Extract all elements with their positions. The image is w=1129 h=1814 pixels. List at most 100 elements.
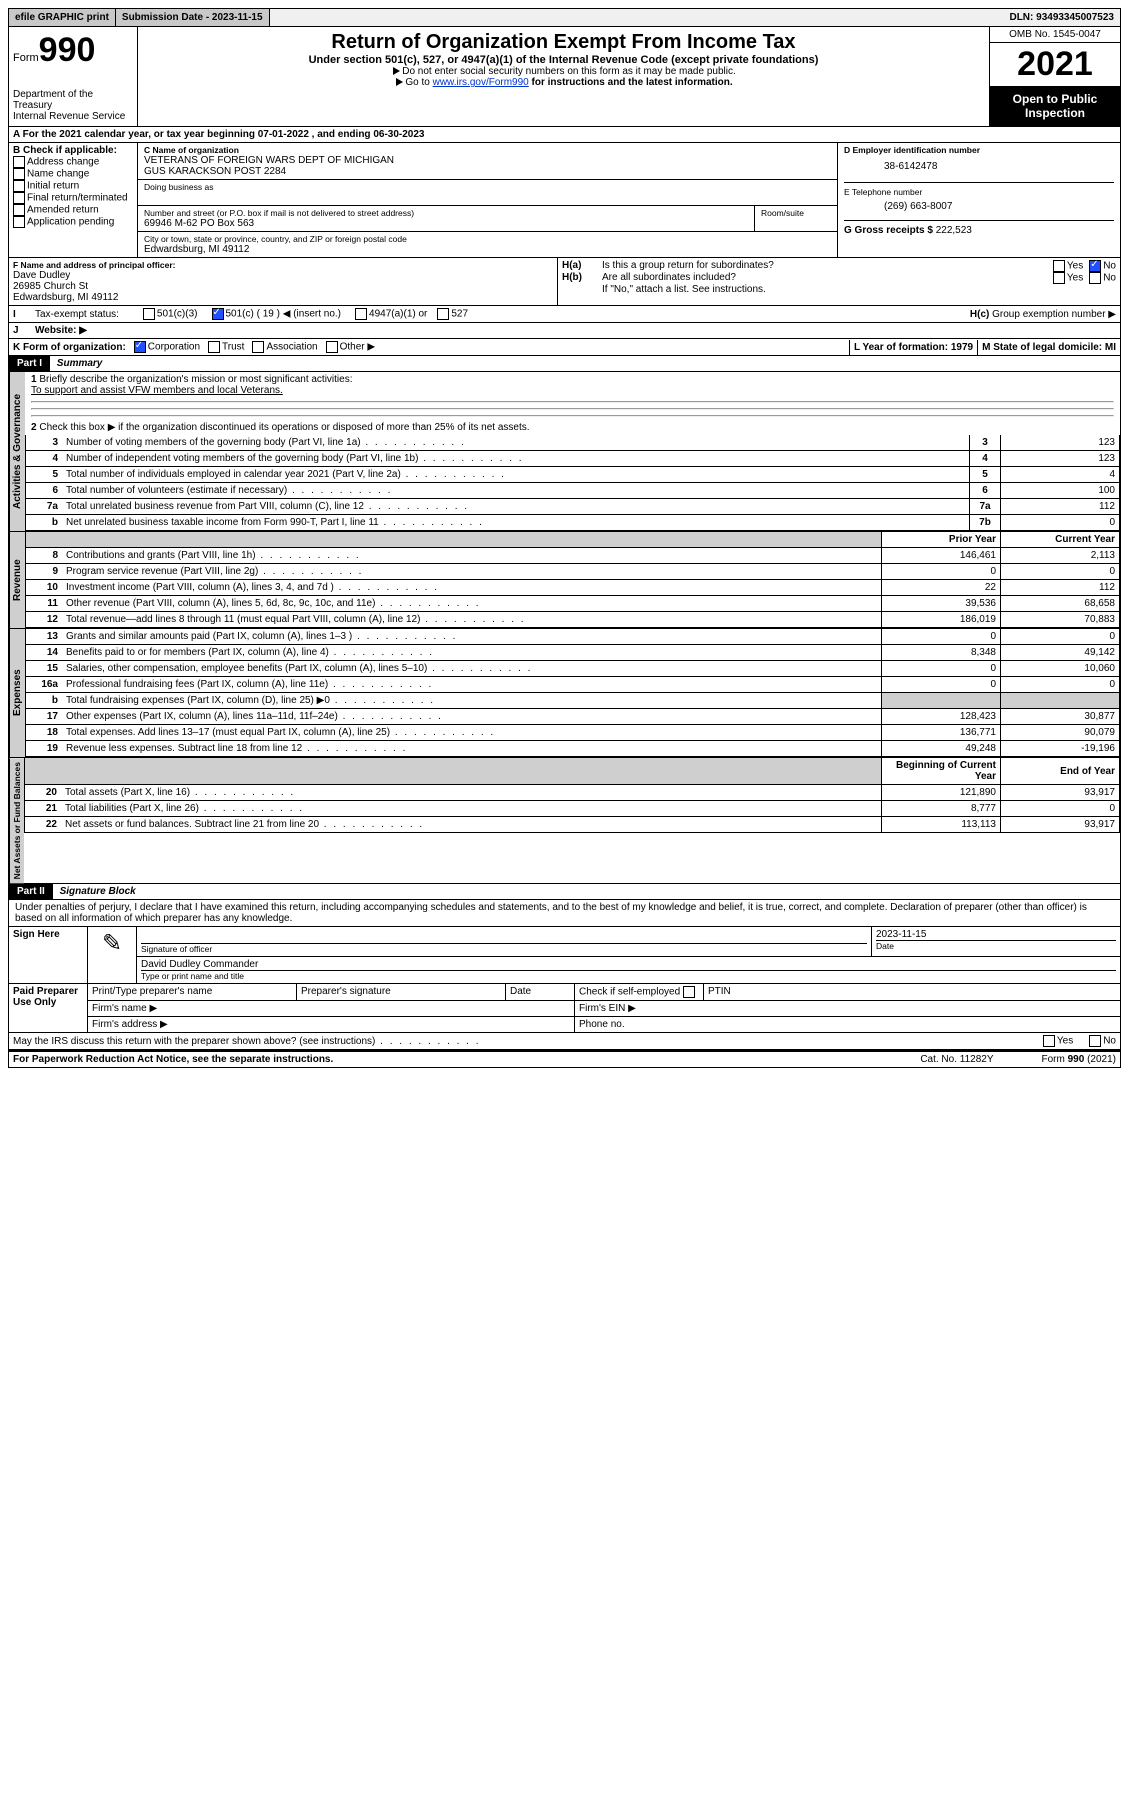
g-label: G Gross receipts $ bbox=[844, 225, 933, 236]
preparer-table: Paid Preparer Use Only Print/Type prepar… bbox=[8, 984, 1121, 1033]
officer-name: Dave Dudley bbox=[13, 270, 553, 281]
firm-name-label: Firm's name ▶ bbox=[88, 1001, 575, 1017]
d-label: D Employer identification number bbox=[844, 145, 1114, 155]
table-row: 4Number of independent voting members of… bbox=[26, 451, 1120, 467]
cb-4947[interactable]: 4947(a)(1) or bbox=[345, 306, 431, 322]
table-row: 15Salaries, other compensation, employee… bbox=[26, 661, 1120, 677]
efile-print-button[interactable]: efile GRAPHIC print bbox=[9, 9, 116, 26]
f-h-row: F Name and address of principal officer:… bbox=[8, 258, 1121, 306]
org-name: VETERANS OF FOREIGN WARS DEPT OF MICHIGA… bbox=[144, 155, 831, 166]
b-title: B Check if applicable: bbox=[13, 145, 133, 156]
form-header: Form990 Department of the Treasury Inter… bbox=[8, 27, 1121, 127]
table-row: bTotal fundraising expenses (Part IX, co… bbox=[26, 693, 1120, 709]
table-row: 7aTotal unrelated business revenue from … bbox=[26, 499, 1120, 515]
discuss-yes[interactable]: Yes bbox=[1039, 1033, 1077, 1049]
ha-yes[interactable]: Yes bbox=[1053, 260, 1083, 272]
form-note2: Go to www.irs.gov/Form990 for instructio… bbox=[144, 77, 983, 88]
discuss-row: May the IRS discuss this return with the… bbox=[8, 1033, 1121, 1050]
c-label: C Name of organization bbox=[144, 145, 831, 155]
table-row: 13Grants and similar amounts paid (Part … bbox=[26, 629, 1120, 645]
j-label: Website: ▶ bbox=[31, 323, 91, 338]
i-row: I Tax-exempt status: 501(c)(3) 501(c) ( … bbox=[8, 306, 1121, 323]
cb-assoc[interactable]: Association bbox=[248, 339, 321, 355]
form-note1: Do not enter social security numbers on … bbox=[144, 66, 983, 77]
form-number: Form990 bbox=[13, 31, 133, 70]
col-current: Current Year bbox=[1001, 532, 1120, 548]
paid-preparer-label: Paid Preparer Use Only bbox=[9, 984, 88, 1033]
table-row: 6Total number of volunteers (estimate if… bbox=[26, 483, 1120, 499]
signature-table: Sign Here ✎ Signature of officer 2023-11… bbox=[8, 927, 1121, 984]
cb-name-change[interactable]: Name change bbox=[13, 168, 133, 180]
sign-here-label: Sign Here bbox=[9, 927, 88, 984]
table-row: 18Total expenses. Add lines 13–17 (must … bbox=[26, 725, 1120, 741]
table-row: 9Program service revenue (Part VIII, lin… bbox=[26, 564, 1120, 580]
room-label: Room/suite bbox=[761, 208, 831, 218]
cb-amended-return[interactable]: Amended return bbox=[13, 204, 133, 216]
klm-row: K Form of organization: Corporation Trus… bbox=[8, 339, 1121, 356]
gross-receipts: 222,523 bbox=[936, 225, 972, 236]
col-prior: Prior Year bbox=[882, 532, 1001, 548]
cb-trust[interactable]: Trust bbox=[204, 339, 248, 355]
cb-final-return[interactable]: Final return/terminated bbox=[13, 192, 133, 204]
table-row: bNet unrelated business taxable income f… bbox=[26, 515, 1120, 531]
discuss-no[interactable]: No bbox=[1085, 1033, 1120, 1049]
form-version: Form 990 (2021) bbox=[1038, 1052, 1120, 1067]
ha-no[interactable]: No bbox=[1089, 260, 1116, 272]
hb-yes[interactable]: Yes bbox=[1053, 272, 1083, 284]
identity-block: B Check if applicable: Address change Na… bbox=[8, 143, 1121, 258]
table-row: 19Revenue less expenses. Subtract line 1… bbox=[26, 741, 1120, 757]
cb-initial-return[interactable]: Initial return bbox=[13, 180, 133, 192]
cb-application-pending[interactable]: Application pending bbox=[13, 216, 133, 228]
printed-name: David Dudley Commander bbox=[141, 959, 1116, 970]
sig-date-value: 2023-11-15 bbox=[876, 929, 1116, 940]
f-label: F Name and address of principal officer: bbox=[13, 260, 553, 270]
table-row: 14Benefits paid to or for members (Part … bbox=[26, 645, 1120, 661]
table-row: 11Other revenue (Part VIII, column (A), … bbox=[26, 596, 1120, 612]
prep-sig-label: Preparer's signature bbox=[297, 984, 506, 1001]
cb-address-change[interactable]: Address change bbox=[13, 156, 133, 168]
discuss-text: May the IRS discuss this return with the… bbox=[9, 1034, 1039, 1049]
officer-street: 26985 Church St bbox=[13, 281, 553, 292]
phone-value: (269) 663-8007 bbox=[844, 197, 1114, 220]
table-row: 10Investment income (Part VIII, column (… bbox=[26, 580, 1120, 596]
cb-527[interactable]: 527 bbox=[431, 306, 472, 322]
firm-phone-label: Phone no. bbox=[575, 1017, 1121, 1033]
hc-text: Group exemption number ▶ bbox=[992, 309, 1116, 320]
cb-501c[interactable]: 501(c) ( 19 ) ◀ (insert no.) bbox=[202, 306, 346, 322]
netassets-table: Beginning of Current YearEnd of Year 20T… bbox=[24, 758, 1120, 833]
ha-text: Is this a group return for subordinates? bbox=[602, 260, 1053, 272]
city-value: Edwardsburg, MI 49112 bbox=[144, 244, 831, 255]
submission-date-button[interactable]: Submission Date - 2023-11-15 bbox=[116, 9, 270, 26]
k-label: K Form of organization: bbox=[9, 340, 130, 355]
hb-text: Are all subordinates included? bbox=[602, 272, 1053, 284]
revenue-table: Prior YearCurrent Year 8Contributions an… bbox=[25, 532, 1120, 628]
irs-link[interactable]: www.irs.gov/Form990 bbox=[433, 77, 529, 88]
hb-no[interactable]: No bbox=[1089, 272, 1116, 284]
e-label: E Telephone number bbox=[844, 187, 1114, 197]
open-to-public: Open to Public Inspection bbox=[990, 86, 1120, 126]
part1-header: Part I Summary bbox=[8, 356, 1121, 372]
ein-value: 38-6142478 bbox=[844, 155, 1114, 182]
firm-ein-label: Firm's EIN ▶ bbox=[575, 1001, 1121, 1017]
vtab-revenue: Revenue bbox=[9, 532, 25, 628]
firm-addr-label: Firm's address ▶ bbox=[88, 1017, 575, 1033]
vtab-netassets: Net Assets or Fund Balances bbox=[9, 758, 24, 883]
table-row: 5Total number of individuals employed in… bbox=[26, 467, 1120, 483]
table-row: 3Number of voting members of the governi… bbox=[26, 435, 1120, 451]
cb-501c3[interactable]: 501(c)(3) bbox=[123, 306, 202, 322]
cb-corp[interactable]: Corporation bbox=[130, 339, 204, 355]
governance-table: 3Number of voting members of the governi… bbox=[25, 435, 1120, 531]
prep-self-label[interactable]: Check if self-employed bbox=[575, 984, 704, 1001]
q1: Briefly describe the organization's miss… bbox=[39, 374, 352, 385]
irs-label: Internal Revenue Service bbox=[13, 111, 133, 122]
line-a: A For the 2021 calendar year, or tax yea… bbox=[8, 127, 1121, 143]
table-row: 21Total liabilities (Part X, line 26)8,7… bbox=[25, 801, 1120, 817]
line-a-text: A For the 2021 calendar year, or tax yea… bbox=[9, 127, 428, 142]
cb-other[interactable]: Other ▶ bbox=[322, 339, 379, 355]
part2-header: Part II Signature Block bbox=[8, 884, 1121, 900]
form-subtitle: Under section 501(c), 527, or 4947(a)(1)… bbox=[144, 54, 983, 66]
officer-city: Edwardsburg, MI 49112 bbox=[13, 292, 553, 303]
form-title: Return of Organization Exempt From Incom… bbox=[144, 31, 983, 54]
top-bar: efile GRAPHIC print Submission Date - 20… bbox=[8, 8, 1121, 27]
expenses-table: 13Grants and similar amounts paid (Part … bbox=[25, 629, 1120, 757]
